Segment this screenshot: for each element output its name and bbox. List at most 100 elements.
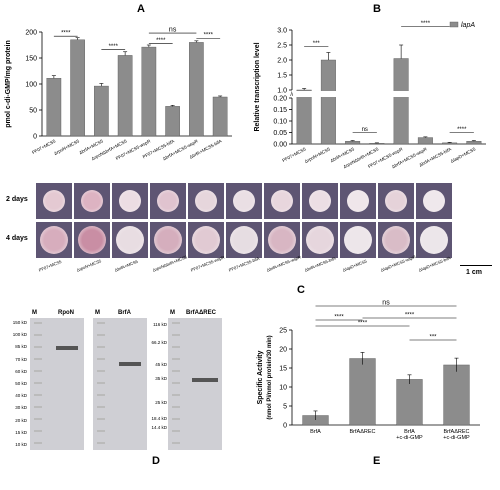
x-tick-label: BrfA bbox=[404, 429, 415, 435]
row-label-4days: 4 days bbox=[6, 235, 28, 242]
colony bbox=[268, 226, 296, 254]
colony-tile-4days bbox=[74, 222, 110, 258]
x-tick-label: ΔlapD+MCS5 bbox=[450, 146, 477, 164]
colony-strain-label: ΔbrfA+MCS5-bifA bbox=[304, 255, 337, 273]
colony bbox=[195, 190, 217, 212]
gel-brfa bbox=[93, 318, 147, 450]
mw-label: 45 kD bbox=[155, 362, 167, 367]
bar bbox=[393, 58, 409, 145]
gel-header-brfadrec: BrfAΔREC bbox=[186, 310, 216, 316]
mw-label: 25 kD bbox=[155, 400, 167, 405]
significance-label: ns bbox=[362, 127, 368, 133]
colony-tile-4days bbox=[416, 222, 452, 258]
y-tick-label: 0.05 bbox=[273, 130, 287, 137]
bar bbox=[94, 85, 109, 137]
y-axis-label: Relative transcription level bbox=[254, 42, 261, 131]
colony bbox=[347, 190, 369, 212]
mw-label: 60 kD bbox=[15, 368, 27, 374]
gel-marker-label: M bbox=[32, 310, 37, 316]
bar bbox=[396, 379, 423, 426]
colony bbox=[382, 226, 410, 254]
colony-strain-label: ΔbrfA+MCS5 bbox=[114, 258, 139, 273]
colony-strain-label: ΔrpoN+MCS5 bbox=[76, 258, 102, 273]
significance-label: **** bbox=[156, 38, 166, 44]
colony bbox=[192, 226, 220, 254]
mw-label: 50 kD bbox=[15, 381, 27, 386]
significance-label: **** bbox=[457, 127, 467, 133]
x-tick-label: BrfAΔREC bbox=[444, 429, 470, 435]
colony-tile-2days bbox=[264, 183, 300, 219]
significance-label: **** bbox=[421, 21, 431, 27]
mw-label: 20 kD bbox=[15, 417, 27, 423]
colony-strain-label: ΔlapD+MCS5 bbox=[342, 258, 368, 273]
colony bbox=[40, 226, 68, 254]
significance-label: **** bbox=[405, 313, 415, 319]
colony bbox=[78, 226, 106, 254]
y-tick-label: 100 bbox=[25, 82, 37, 89]
bar bbox=[141, 46, 157, 137]
y-tick-label: 0.20 bbox=[273, 96, 287, 103]
colony-tile-2days bbox=[74, 183, 110, 219]
mw-label: 40 kD bbox=[15, 393, 27, 399]
mw-label: 66.2 kD bbox=[151, 340, 167, 345]
significance-label: *** bbox=[429, 335, 437, 341]
y-tick-label: 200 bbox=[25, 30, 37, 37]
bar bbox=[466, 141, 482, 145]
x-tick-label: ΔrpoN+MCS5 bbox=[53, 138, 80, 156]
y-tick-label: 1.0 bbox=[277, 88, 287, 95]
y-tick-label: 2.0 bbox=[277, 58, 287, 65]
colony-tile-4days bbox=[226, 222, 262, 258]
colony-tile-2days bbox=[226, 183, 262, 219]
y-axis-label: pmol c-di-GMP/mg protein bbox=[5, 40, 12, 128]
colony-tile-4days bbox=[36, 222, 72, 258]
x-tick-label: ΔrpoN+MCS5 bbox=[304, 146, 331, 164]
colony bbox=[43, 190, 65, 212]
significance-label: *** bbox=[313, 41, 321, 47]
colony-tile-4days bbox=[302, 222, 338, 258]
significance-label: ns bbox=[169, 27, 177, 34]
colony bbox=[420, 226, 448, 254]
gel-marker-label: M bbox=[170, 310, 175, 316]
bar bbox=[189, 42, 204, 137]
x-tick-label-line2: +c-di-GMP bbox=[396, 435, 423, 441]
row-label-2days: 2 days bbox=[6, 196, 28, 203]
colony-tile-4days bbox=[112, 222, 148, 258]
bar bbox=[345, 141, 361, 145]
y-axis-label: Specific Activity bbox=[257, 350, 264, 404]
legend-swatch bbox=[449, 21, 459, 28]
x-tick-label-line2: +c-di-GMP bbox=[443, 435, 470, 441]
mw-label: 150 kD bbox=[12, 320, 27, 325]
gel-brfadrec bbox=[168, 318, 222, 450]
colony bbox=[154, 226, 182, 254]
y-tick-label: 0.10 bbox=[273, 119, 287, 126]
significance-label: **** bbox=[358, 321, 368, 327]
gel-header-brfa: BrfA bbox=[118, 310, 131, 316]
bar bbox=[212, 96, 228, 137]
colony bbox=[81, 190, 103, 212]
panel-e-chart: 0 5 10 15 20 25 Specific Activity (nmol Pi/nmol… bbox=[257, 300, 480, 441]
y-tick-label: 0 bbox=[283, 423, 287, 430]
y-tick-label: 20 bbox=[279, 347, 287, 354]
colony-tile-4days bbox=[340, 222, 376, 258]
y-tick-label: 25 bbox=[279, 328, 287, 335]
colony bbox=[233, 190, 255, 212]
bar bbox=[369, 143, 385, 145]
mw-label: 85 kD bbox=[15, 344, 27, 350]
y-tick-label: 3.0 bbox=[277, 28, 287, 35]
marker-ladder bbox=[172, 322, 180, 446]
brfadrec-band bbox=[192, 378, 218, 382]
mw-label: 116 kD bbox=[153, 322, 167, 327]
colony-tile-2days bbox=[188, 183, 224, 219]
y-tick-label: 0.00 bbox=[273, 142, 287, 149]
colony-tile-2days bbox=[302, 183, 338, 219]
panel-letter-e: E bbox=[373, 455, 381, 467]
bar bbox=[46, 78, 62, 137]
y-tick-label: 15 bbox=[279, 366, 287, 373]
bar bbox=[70, 39, 85, 137]
significance-label: **** bbox=[204, 33, 214, 39]
y-axis-label-units: (nmol Pi/nmol protein/30 min) bbox=[267, 335, 273, 419]
colony-tile-2days bbox=[378, 183, 414, 219]
bar bbox=[417, 137, 433, 145]
axis-break-gap bbox=[293, 91, 487, 97]
bar bbox=[117, 55, 133, 137]
